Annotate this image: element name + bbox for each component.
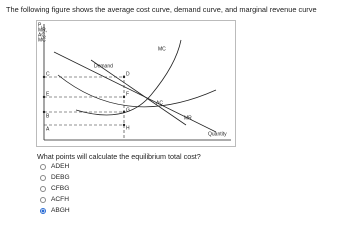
option-text: CFBG xyxy=(51,185,70,192)
curve-label: Demand xyxy=(94,63,113,69)
point-label: A xyxy=(46,126,50,132)
point-label: E xyxy=(46,91,50,97)
option[interactable]: CFBG xyxy=(40,185,69,192)
point-label: H xyxy=(126,125,130,131)
option-text: ADEH xyxy=(51,163,70,170)
point-label: G xyxy=(126,107,130,113)
intro-text: The following figure shows the average c… xyxy=(6,5,317,14)
ac-curve xyxy=(57,74,217,108)
option-text: DEBG xyxy=(51,174,70,181)
point-label: F xyxy=(126,91,129,97)
figure: P, MR, AC, MC Quantity MC Demand AC MR C… xyxy=(36,20,236,147)
point-label: B xyxy=(46,113,50,119)
y-label: AC, xyxy=(38,32,46,38)
question-text: What points will calculate the equilibri… xyxy=(37,152,201,161)
point-label: D xyxy=(126,71,130,77)
radio-button[interactable] xyxy=(40,163,46,170)
option[interactable]: ABGH xyxy=(40,207,70,214)
radio-button[interactable] xyxy=(40,174,46,181)
mc-curve xyxy=(75,39,182,116)
option[interactable]: ACFH xyxy=(40,196,69,203)
option[interactable]: DEBG xyxy=(40,174,70,181)
option-text: ABGH xyxy=(51,207,70,214)
x-label: Quantity xyxy=(208,131,227,137)
mr-curve xyxy=(90,59,187,126)
radio-button[interactable] xyxy=(40,185,46,192)
curve-label: AC xyxy=(156,100,163,106)
option-text: ACFH xyxy=(51,196,69,203)
y-label: MC xyxy=(38,37,46,43)
demand-curve xyxy=(53,51,217,133)
y-label: P, xyxy=(38,22,42,28)
point-dots xyxy=(42,75,126,127)
radio-button[interactable] xyxy=(40,196,46,203)
curve-label: MC xyxy=(158,46,166,52)
option[interactable]: ADEH xyxy=(40,163,69,170)
figure-frame xyxy=(36,20,236,147)
page: The following figure shows the average c… xyxy=(6,5,317,214)
point-label: C xyxy=(46,71,50,77)
y-label: MR, xyxy=(38,27,47,33)
curve-label: MR xyxy=(184,115,192,121)
curves xyxy=(53,39,217,133)
radio-button[interactable] xyxy=(40,207,46,214)
